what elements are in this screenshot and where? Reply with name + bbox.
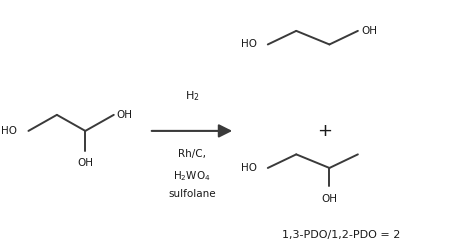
Text: H$_2$: H$_2$ — [185, 89, 199, 103]
Text: OH: OH — [77, 158, 93, 168]
Text: Rh/C,: Rh/C, — [178, 149, 206, 159]
Text: +: + — [317, 122, 332, 140]
Text: HO: HO — [241, 163, 257, 173]
Text: OH: OH — [116, 110, 132, 120]
Text: OH: OH — [321, 194, 337, 204]
Text: sulfolane: sulfolane — [168, 189, 216, 199]
Text: HO: HO — [0, 126, 17, 136]
Text: HO: HO — [241, 40, 257, 49]
Text: OH: OH — [361, 26, 377, 36]
Text: 1,3-PDO/1,2-PDO = 2: 1,3-PDO/1,2-PDO = 2 — [282, 230, 401, 240]
Text: H$_2$WO$_4$: H$_2$WO$_4$ — [173, 169, 211, 183]
